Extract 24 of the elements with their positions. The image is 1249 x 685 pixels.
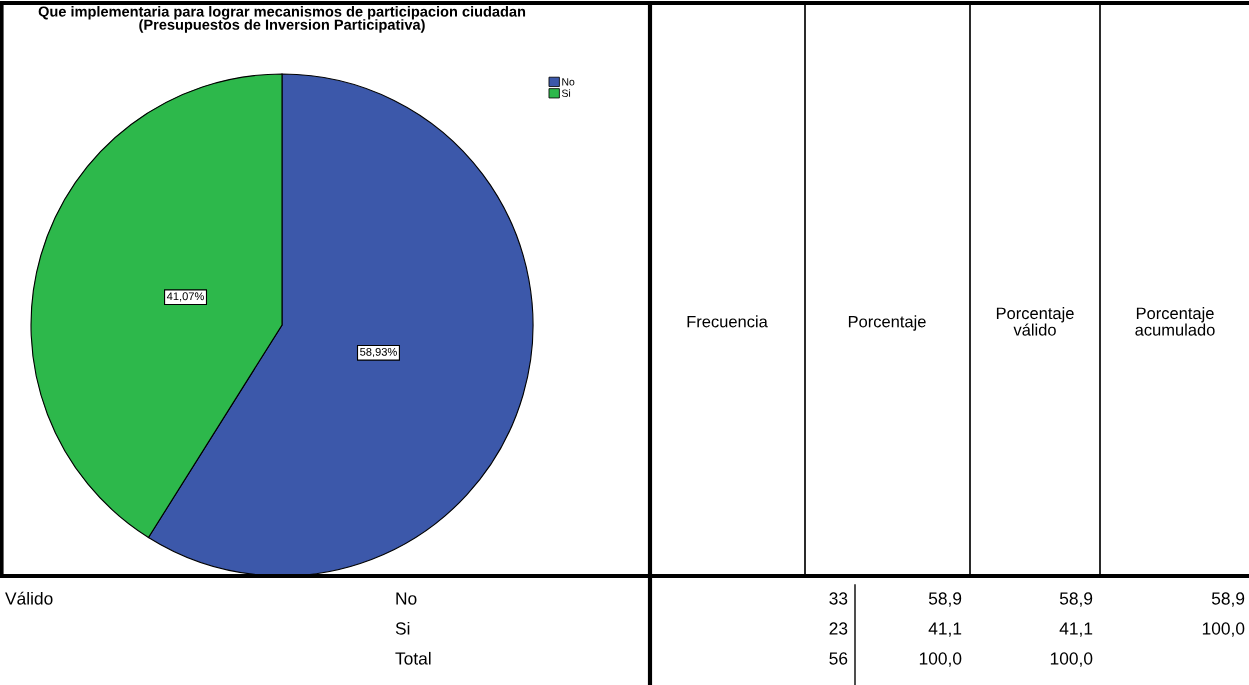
text: 58,9	[928, 592, 962, 607]
text: 23	[829, 622, 848, 635]
text: 100,0	[919, 652, 962, 667]
chart-title: Que implementaria para lograr mecanismos de participacion ciudadan (Presupuestos de Inversion Participativa)	[38, 6, 526, 33]
legend-label: No	[562, 78, 575, 86]
text: Frecuencia	[687, 315, 768, 328]
text: 56	[829, 652, 848, 665]
legend-label: Si	[561, 89, 571, 97]
text: 100,0	[1050, 652, 1093, 667]
text: 41,1	[1059, 622, 1093, 637]
text: 58,9	[1211, 592, 1245, 607]
text: Porcentaje acumulado	[1135, 307, 1215, 336]
text: 100,0	[1202, 622, 1245, 637]
text: 41,1	[928, 622, 962, 637]
text: No	[396, 592, 417, 605]
text: Total	[395, 651, 431, 665]
data-label: 58,93%	[360, 347, 397, 358]
text: 58,9	[1059, 592, 1093, 607]
text: Porcentaje válido	[996, 307, 1074, 336]
text: Válido	[5, 591, 53, 605]
text: Si	[395, 621, 410, 635]
text: Porcentaje	[848, 315, 926, 331]
data-label: 41,07%	[166, 292, 204, 302]
text: 33	[829, 592, 848, 605]
